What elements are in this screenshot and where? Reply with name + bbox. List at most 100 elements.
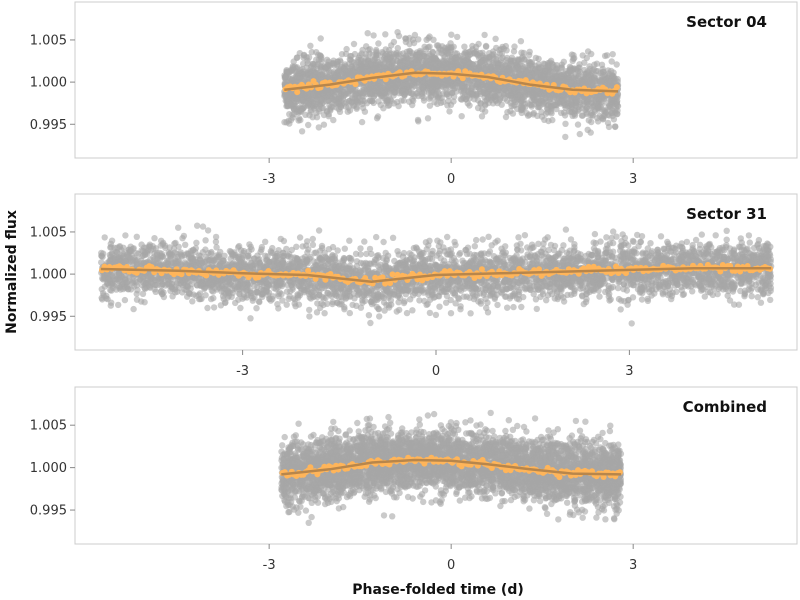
data-point [435,42,442,49]
data-point [528,91,536,99]
data-point [283,301,290,308]
data-point [409,90,416,98]
data-point [612,123,619,130]
data-point [320,72,327,79]
data-point [323,107,331,115]
data-point [348,99,355,106]
data-point [363,66,370,73]
data-point [562,120,569,128]
data-point [544,109,551,116]
data-point [494,99,501,107]
data-point [426,43,433,50]
data-point [419,77,427,85]
data-point [604,119,612,127]
data-point [306,71,313,79]
data-point [399,88,406,95]
data-point [448,31,455,38]
data-point [597,78,605,86]
data-point [354,58,362,66]
binned-point [352,81,359,88]
data-point [323,93,331,100]
data-point [417,49,425,56]
data-point [347,85,354,93]
data-point [609,51,616,58]
data-point [335,67,343,74]
data-point [576,68,584,76]
data-point [520,96,527,104]
data-point [298,128,306,135]
data-point [638,233,646,240]
data-point [566,67,573,74]
data-point [598,92,605,99]
data-point [469,42,476,50]
data-point [526,111,533,118]
data-point [480,90,488,97]
data-point [440,57,448,65]
binned-point [613,84,620,91]
data-point [366,80,374,88]
data-point [366,245,374,253]
data-point [500,45,507,52]
data-point [569,57,576,64]
data-point [378,56,386,63]
data-point [579,52,586,59]
data-point [300,97,307,104]
data-point [508,54,516,61]
plot-area [98,222,775,327]
data-point [613,61,620,68]
data-point [293,95,300,103]
data-point [479,49,486,56]
data-point [447,310,455,317]
data-point [745,232,753,239]
data-point [526,72,533,80]
data-point [462,56,469,64]
data-point [499,65,506,72]
data-point [307,91,314,98]
data-point [443,50,451,57]
data-point [517,38,525,45]
data-point [515,58,523,65]
data-point [562,104,569,112]
data-point [384,97,391,104]
data-point [336,108,344,116]
data-point [446,108,453,115]
data-point [608,58,615,65]
x-tick-label: 0 [447,172,455,187]
data-point [424,115,432,122]
data-point [553,102,560,109]
data-point [262,238,269,245]
data-point [532,54,540,62]
data-point [405,56,412,63]
data-point [449,83,456,90]
data-point [503,57,510,64]
data-point [281,91,288,98]
data-point [585,69,592,76]
data-point [504,304,511,311]
data-point [471,50,478,57]
data-point [409,84,416,91]
data-point [169,293,176,300]
data-point [583,104,590,111]
data-point [450,98,457,105]
data-point [180,232,188,240]
data-point [481,65,489,72]
data-point [395,32,403,40]
data-point [557,73,565,80]
data-point [436,303,443,310]
y-tick-label: 0.995 [30,118,67,133]
data-point [545,93,552,101]
data-point [338,51,346,58]
data-point [477,100,484,107]
data-point [603,234,610,241]
data-point [406,50,413,57]
data-point [450,93,458,100]
data-point [461,49,468,56]
data-point [358,50,365,57]
data-point [576,61,583,68]
data-point [400,97,407,104]
data-point [318,96,325,104]
data-point [313,49,320,56]
data-point [433,76,440,83]
data-point [541,116,548,124]
